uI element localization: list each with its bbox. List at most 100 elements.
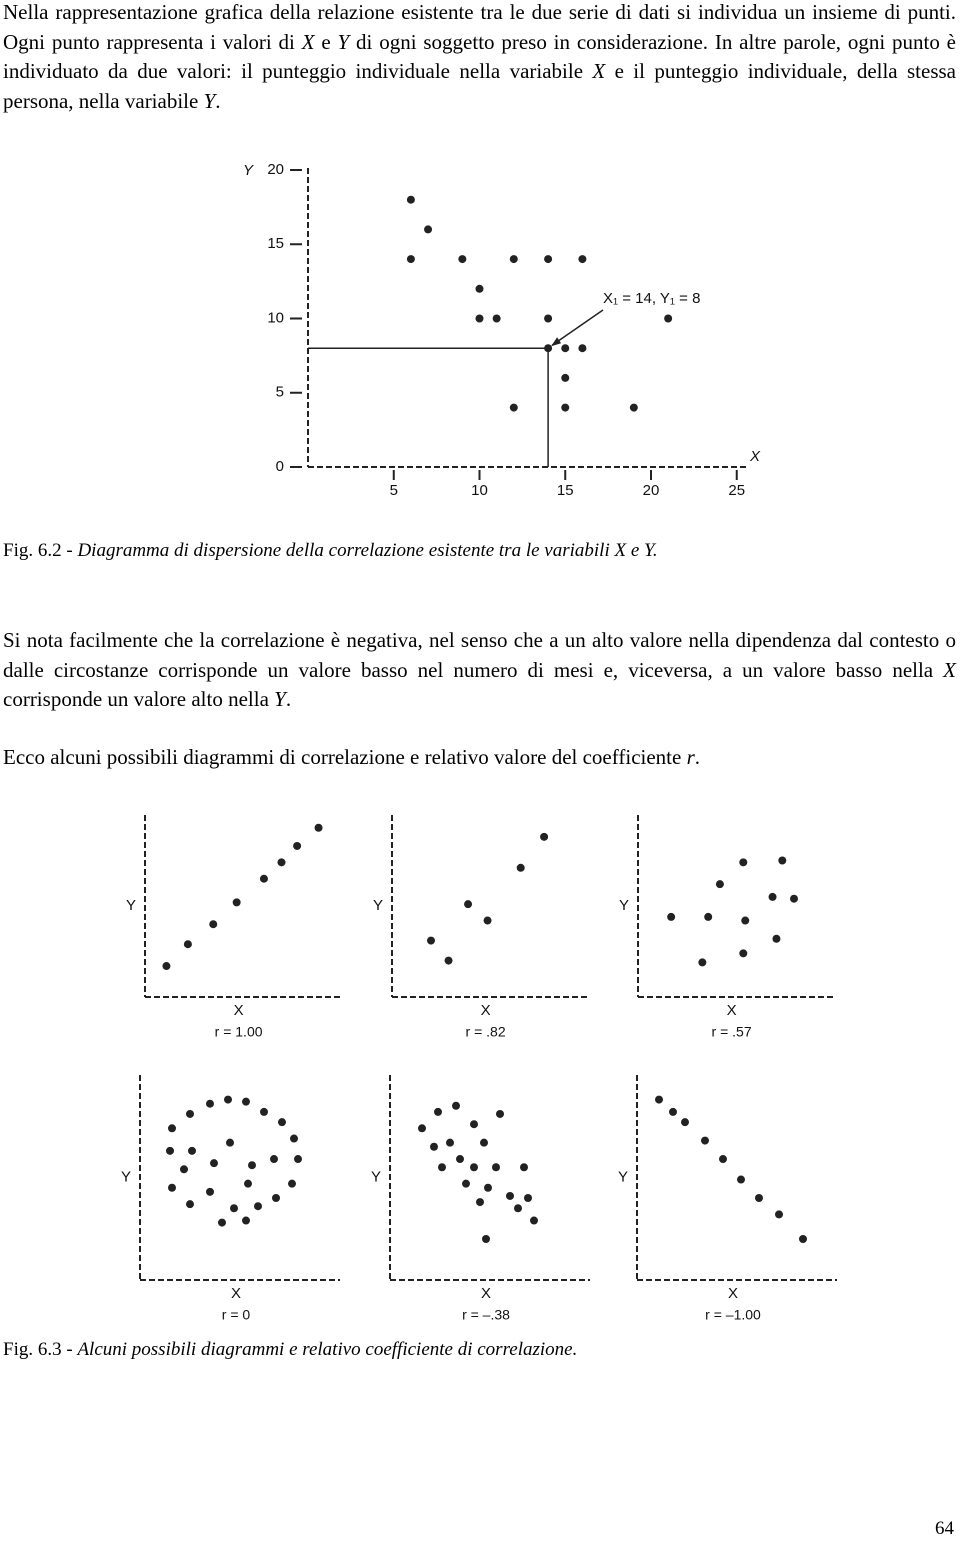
text: Fig. 6.3 - xyxy=(3,1339,78,1360)
point xyxy=(206,1187,214,1196)
text: . xyxy=(285,687,292,711)
point xyxy=(406,195,415,204)
caption: Fig. 6.3 - Alcuni possibili diagrammi e … xyxy=(3,1339,577,1361)
point xyxy=(232,898,241,907)
x-tick-label: 15 xyxy=(557,482,574,499)
point xyxy=(629,403,638,412)
point xyxy=(224,1095,232,1104)
y-axis-label: Y xyxy=(243,162,254,179)
scatter-figure-grid: Y Xr = 1.00 Y Xr = .82 Y Xr = .57 Y Xr = 0 Y Xr =… xyxy=(121,815,837,1320)
point xyxy=(270,1155,278,1164)
point xyxy=(444,956,453,965)
x-tick-label: 20 xyxy=(643,482,660,499)
y-tick-label: 0 xyxy=(276,458,284,475)
y-axis-label: Y xyxy=(373,897,383,914)
italic-text: Alcuni possibili diagrammi e relativo co… xyxy=(77,1339,578,1360)
italic-text: X xyxy=(592,59,606,83)
point xyxy=(438,1163,446,1172)
y-tick-label: 15 xyxy=(267,235,284,252)
text: . xyxy=(694,745,701,769)
point xyxy=(755,1194,763,1202)
point xyxy=(180,1165,188,1174)
x-axis-label: X xyxy=(234,1002,244,1019)
point xyxy=(210,1159,218,1168)
point xyxy=(790,894,798,903)
point xyxy=(458,255,467,264)
italic-text: X xyxy=(943,657,956,682)
point xyxy=(248,1161,256,1170)
x-axis-label: X xyxy=(728,1285,738,1302)
point xyxy=(475,314,484,323)
point xyxy=(698,958,707,967)
text: Nella rappresentazione grafica della rel… xyxy=(3,0,956,54)
italic-text: Diagramma di dispersione della correlazi… xyxy=(77,540,658,561)
point xyxy=(206,1099,214,1108)
point xyxy=(739,949,748,958)
point xyxy=(704,912,713,921)
x-axis-label: X xyxy=(749,448,761,465)
text: Si nota facilmente che la correlazione è… xyxy=(3,628,956,682)
point xyxy=(254,1202,262,1211)
paragraph: Si nota facilmente che la correlazione è… xyxy=(3,626,956,715)
point xyxy=(424,225,433,234)
point xyxy=(464,900,473,909)
point xyxy=(492,1163,500,1172)
point xyxy=(669,1107,677,1116)
point xyxy=(492,314,501,323)
point xyxy=(218,1218,226,1227)
point xyxy=(242,1097,250,1106)
point xyxy=(701,1136,709,1145)
x-axis-label: X xyxy=(481,1285,491,1302)
coefficient-label: r = .57 xyxy=(712,1024,752,1040)
point xyxy=(719,1155,727,1164)
point xyxy=(715,880,724,889)
text: e il punteggio individuale, della stessa… xyxy=(3,59,956,113)
point xyxy=(509,255,518,264)
x-axis-label: X xyxy=(231,1285,241,1302)
point xyxy=(430,1142,438,1151)
point xyxy=(655,1095,663,1104)
caption: Fig. 6.2 - Diagramma di dispersione dell… xyxy=(3,540,658,562)
point xyxy=(778,856,787,865)
point xyxy=(544,255,553,264)
annotation: X₁ = 14, Y₁ = 8 xyxy=(603,290,700,307)
point xyxy=(540,832,549,841)
y-axis-label: Y xyxy=(121,1168,131,1185)
text: Ecco alcuni possibili diagrammi di corre… xyxy=(3,745,687,769)
point xyxy=(293,841,302,850)
point xyxy=(506,1191,514,1200)
paragraph: Ecco alcuni possibili diagrammi di corre… xyxy=(3,743,956,773)
point xyxy=(483,916,492,925)
text: corrisponde un valore alto nella xyxy=(3,687,275,711)
coefficient-label: r = .82 xyxy=(466,1024,506,1040)
text: Fig. 6.2 - xyxy=(3,540,78,561)
point xyxy=(524,1194,532,1202)
y-tick-label: 10 xyxy=(267,309,284,326)
point xyxy=(737,1175,745,1184)
point xyxy=(578,344,587,353)
point xyxy=(476,1198,484,1207)
point xyxy=(578,255,587,264)
point xyxy=(667,912,676,921)
point xyxy=(278,1118,286,1127)
coefficient-label: r = 1.00 xyxy=(215,1024,263,1040)
point xyxy=(681,1118,689,1127)
coefficient-label: r = 0 xyxy=(222,1307,251,1320)
point xyxy=(544,344,553,353)
text: . xyxy=(215,88,221,113)
point xyxy=(561,373,570,382)
italic-text: Y xyxy=(337,29,350,54)
x-tick-label: 25 xyxy=(728,482,745,499)
point xyxy=(520,1163,528,1172)
point xyxy=(456,1155,464,1164)
point xyxy=(772,934,781,943)
point xyxy=(226,1138,234,1147)
y-tick-label: 5 xyxy=(276,384,284,401)
point xyxy=(741,916,750,925)
point xyxy=(775,1210,783,1219)
point xyxy=(516,863,525,872)
point xyxy=(561,344,570,353)
point xyxy=(244,1179,252,1188)
point xyxy=(230,1204,238,1213)
